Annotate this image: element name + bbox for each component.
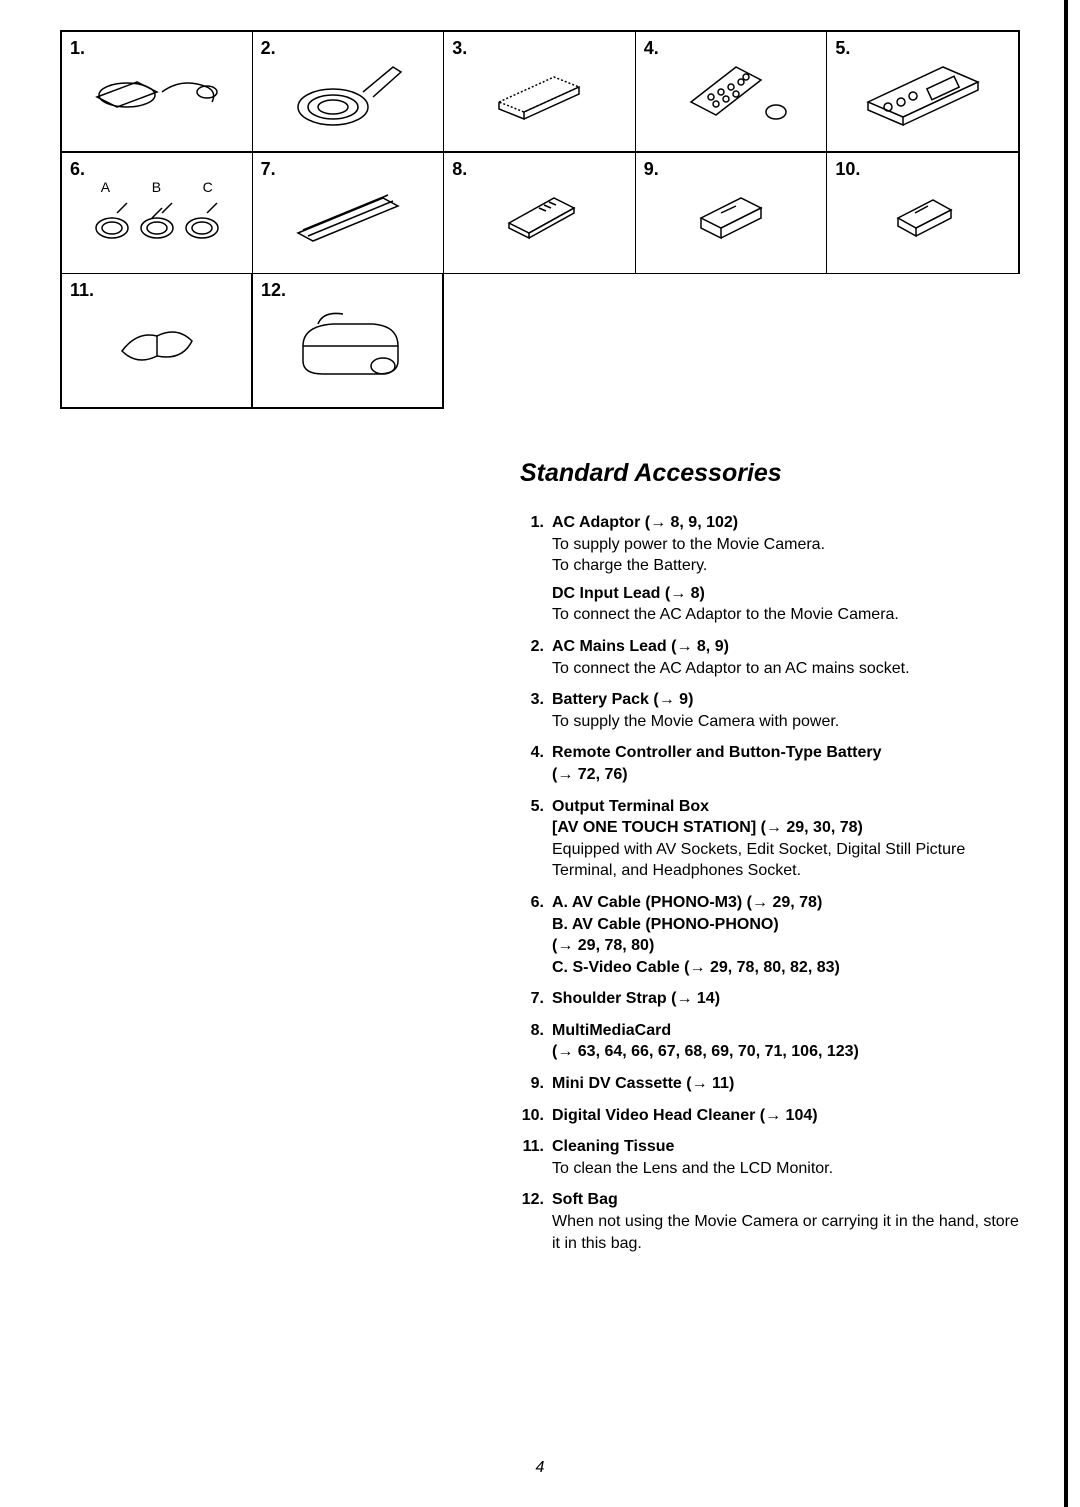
grid-cell-11: 11. <box>60 274 252 409</box>
accessory-number: 2. <box>520 636 552 679</box>
grid-cell-4: 4. <box>635 30 827 152</box>
grid-cell-3: 3. <box>443 30 635 152</box>
accessory-number: 5. <box>520 796 552 882</box>
accessory-item: 2.AC Mains Lead (→ 8, 9)To connect the A… <box>520 636 1030 679</box>
accessory-title: Soft Bag <box>552 1189 1030 1211</box>
accessory-number: 6. <box>520 892 552 978</box>
accessory-body: Output Terminal Box [AV ONE TOUCH STATIO… <box>552 796 1030 882</box>
grid-cell-10: 10. <box>826 152 1018 274</box>
accessory-item: 9.Mini DV Cassette (→ 11) <box>520 1073 1030 1095</box>
accessory-number: 4. <box>520 742 552 785</box>
accessory-title: Remote Controller and Button-Type Batter… <box>552 742 1030 785</box>
accessory-item: 6.A. AV Cable (PHONO-M3) (→ 29, 78) B. A… <box>520 892 1030 978</box>
grid-cell-9: 9. <box>635 152 827 274</box>
head-cleaner-icon <box>827 153 1018 273</box>
accessory-number: 3. <box>520 689 552 732</box>
accessory-number: 7. <box>520 988 552 1010</box>
accessory-title: Shoulder Strap (→ 14) <box>552 988 1030 1010</box>
accessory-description: Equipped with AV Sockets, Edit Socket, D… <box>552 839 1030 882</box>
grid-cell-2: 2. <box>252 30 444 152</box>
accessory-number: 11. <box>520 1136 552 1179</box>
accessory-item: 3.Battery Pack (→ 9)To supply the Movie … <box>520 689 1030 732</box>
accessory-body: Remote Controller and Button-Type Batter… <box>552 742 1030 785</box>
accessory-subtitle: DC Input Lead (→ 8) <box>552 583 1030 605</box>
accessory-description: To supply the Movie Camera with power. <box>552 711 1030 733</box>
accessories-list: 1.AC Adaptor (→ 8, 9, 102)To supply powe… <box>520 512 1030 1254</box>
av-cables-icon <box>62 153 252 273</box>
multimedia-card-icon <box>444 153 635 273</box>
accessory-number: 1. <box>520 512 552 626</box>
accessory-title: Digital Video Head Cleaner (→ 104) <box>552 1105 1030 1127</box>
grid-cell-12: 12. <box>252 274 444 409</box>
accessory-description: To clean the Lens and the LCD Monitor. <box>552 1158 1030 1180</box>
shoulder-strap-icon <box>253 153 444 273</box>
accessory-description: To connect the AC Adaptor to an AC mains… <box>552 658 1030 680</box>
cleaning-tissue-icon <box>62 274 251 407</box>
accessory-body: Battery Pack (→ 9)To supply the Movie Ca… <box>552 689 1030 732</box>
accessory-body: MultiMediaCard (→ 63, 64, 66, 67, 68, 69… <box>552 1020 1030 1063</box>
soft-bag-icon <box>253 274 442 407</box>
accessory-item: 12.Soft BagWhen not using the Movie Came… <box>520 1189 1030 1254</box>
accessory-number: 8. <box>520 1020 552 1063</box>
accessory-description: When not using the Movie Camera or carry… <box>552 1211 1030 1254</box>
accessory-grid-row3: 11. 12. <box>60 274 1020 409</box>
accessory-item: 4.Remote Controller and Button-Type Batt… <box>520 742 1030 785</box>
grid-cell-7: 7. <box>252 152 444 274</box>
accessory-number: 12. <box>520 1189 552 1254</box>
accessory-body: AC Adaptor (→ 8, 9, 102)To supply power … <box>552 512 1030 626</box>
accessory-item: 5.Output Terminal Box [AV ONE TOUCH STAT… <box>520 796 1030 882</box>
accessory-body: Cleaning TissueTo clean the Lens and the… <box>552 1136 1030 1179</box>
accessory-body: Digital Video Head Cleaner (→ 104) <box>552 1105 1030 1127</box>
battery-pack-icon <box>444 32 635 151</box>
accessory-title: A. AV Cable (PHONO-M3) (→ 29, 78) B. AV … <box>552 892 1030 978</box>
accessory-body: A. AV Cable (PHONO-M3) (→ 29, 78) B. AV … <box>552 892 1030 978</box>
mains-lead-icon <box>253 32 444 151</box>
accessory-item: 10.Digital Video Head Cleaner (→ 104) <box>520 1105 1030 1127</box>
accessory-title: AC Mains Lead (→ 8, 9) <box>552 636 1030 658</box>
accessory-description: To supply power to the Movie Camera. To … <box>552 534 1030 577</box>
accessory-body: Shoulder Strap (→ 14) <box>552 988 1030 1010</box>
accessory-title: Battery Pack (→ 9) <box>552 689 1030 711</box>
grid-cell-8: 8. <box>443 152 635 274</box>
accessory-title: AC Adaptor (→ 8, 9, 102) <box>552 512 1030 534</box>
accessory-grid: 1. 2. 3. <box>60 30 1020 274</box>
accessory-item: 7.Shoulder Strap (→ 14) <box>520 988 1030 1010</box>
grid-cell-5: 5. <box>826 30 1018 152</box>
accessory-title: MultiMediaCard (→ 63, 64, 66, 67, 68, 69… <box>552 1020 1030 1063</box>
accessory-number: 10. <box>520 1105 552 1127</box>
grid-cell-1: 1. <box>60 30 252 152</box>
accessory-title: Mini DV Cassette (→ 11) <box>552 1073 1030 1095</box>
page-edge-shadow <box>1064 0 1068 1507</box>
accessory-body: Mini DV Cassette (→ 11) <box>552 1073 1030 1095</box>
remote-controller-icon <box>636 32 827 151</box>
accessory-item: 1.AC Adaptor (→ 8, 9, 102)To supply powe… <box>520 512 1030 626</box>
terminal-box-icon <box>827 32 1018 151</box>
accessory-body: Soft BagWhen not using the Movie Camera … <box>552 1189 1030 1254</box>
accessory-body: AC Mains Lead (→ 8, 9)To connect the AC … <box>552 636 1030 679</box>
section-heading: Standard Accessories <box>520 459 1030 488</box>
accessory-subdescription: To connect the AC Adaptor to the Movie C… <box>552 604 1030 626</box>
accessory-item: 11.Cleaning TissueTo clean the Lens and … <box>520 1136 1030 1179</box>
ac-adaptor-icon <box>62 32 252 151</box>
grid-cell-6: 6. A B C <box>60 152 252 274</box>
accessory-title: Cleaning Tissue <box>552 1136 1030 1158</box>
accessory-number: 9. <box>520 1073 552 1095</box>
page-number: 4 <box>0 1459 1080 1477</box>
accessories-content: Standard Accessories 1.AC Adaptor (→ 8, … <box>520 459 1030 1254</box>
dv-cassette-icon <box>636 153 827 273</box>
accessory-item: 8.MultiMediaCard (→ 63, 64, 66, 67, 68, … <box>520 1020 1030 1063</box>
accessory-title: Output Terminal Box [AV ONE TOUCH STATIO… <box>552 796 1030 839</box>
